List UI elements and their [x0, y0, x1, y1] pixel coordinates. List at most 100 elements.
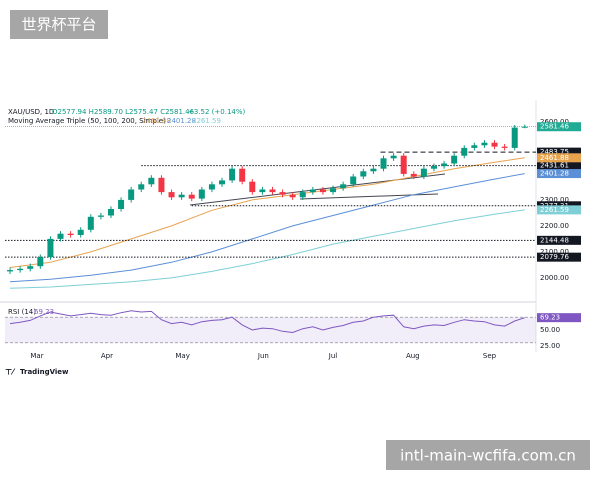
ma-tag-box — [537, 153, 581, 163]
footer-watermark-box — [386, 440, 590, 470]
candle-body — [319, 189, 326, 193]
candle-body — [7, 270, 14, 272]
candle-body — [521, 126, 528, 128]
candle-body — [441, 163, 448, 167]
candle-body — [279, 192, 286, 195]
candle-body — [229, 168, 236, 181]
x-tick-label: Jul — [328, 352, 338, 360]
candle-body — [501, 146, 508, 148]
candle-body — [289, 194, 296, 198]
candle-body — [148, 177, 155, 185]
candle-body — [309, 189, 316, 193]
level-tag: 2144.48 — [540, 236, 569, 244]
rsi-tick-label: 50.00 — [540, 326, 560, 334]
candle-body — [269, 189, 276, 193]
symbol: XAU/USD, 1D — [8, 108, 54, 116]
candle-body — [178, 194, 185, 198]
candle-body — [430, 166, 437, 169]
candle-body — [481, 142, 488, 146]
x-tick-label: Apr — [101, 352, 113, 360]
y-tick-label: 2300.00 — [540, 196, 569, 204]
brand-logo: ⊤⁄ — [5, 368, 15, 377]
candle-body — [511, 127, 518, 148]
candle-body — [451, 155, 458, 164]
y-tick-label: 2000.00 — [540, 274, 569, 282]
rsi-title: RSI (14) — [8, 308, 36, 316]
y-tick-label: 2600.00 — [540, 118, 569, 126]
candle-body — [188, 194, 195, 199]
y-tick-label: 2200.00 — [540, 222, 569, 230]
candle-body — [299, 192, 306, 198]
candle-body — [340, 184, 347, 189]
ma-tag: 2261.59 — [540, 206, 569, 214]
candle-body — [410, 173, 417, 177]
level-tag-box — [537, 161, 581, 171]
candle-body — [239, 168, 246, 182]
rsi-line — [9, 310, 525, 334]
candle-body — [390, 155, 397, 159]
candle-body — [461, 147, 468, 156]
candle-body — [471, 145, 478, 148]
indicator: Moving Average Triple (50, 100, 200, Sim… — [8, 117, 166, 125]
last-price-tag: 2581.46 — [540, 123, 569, 131]
trendline — [189, 173, 446, 206]
ma-tag: 2401.28 — [540, 170, 569, 178]
candle-body — [158, 177, 165, 193]
x-tick-label: Jun — [257, 352, 269, 360]
y-tick-label: 2100.00 — [540, 248, 569, 256]
candle-body — [259, 189, 266, 193]
candle-body — [118, 199, 125, 209]
candle-body — [87, 216, 94, 230]
ma-value: 2461.88 — [142, 117, 171, 125]
x-tick-label: Sep — [483, 352, 497, 360]
candle-body — [27, 266, 34, 269]
candle-body — [198, 189, 205, 199]
candle-body — [17, 268, 24, 271]
rsi-tag: 69.23 — [540, 314, 560, 322]
x-tick-label: Mar — [30, 352, 43, 360]
level-tag: 2079.76 — [540, 253, 569, 261]
rsi-band — [5, 317, 536, 343]
candle-body — [67, 233, 74, 235]
change: +3.52 (+0.14%) — [188, 108, 246, 116]
moving-average — [9, 157, 525, 268]
candle-body — [168, 192, 175, 198]
ma-value: 2261.59 — [192, 117, 221, 125]
candle-body — [208, 184, 215, 190]
ohlc: O2577.94 H2589.70 L2575.47 C2581.46 — [52, 108, 195, 116]
candle-body — [57, 233, 64, 239]
candle-body — [420, 168, 427, 177]
candle-body — [330, 188, 337, 193]
level-tag: 2483.75 — [540, 148, 569, 156]
candle-body — [380, 158, 387, 169]
ma-tag: 2461.88 — [540, 154, 569, 162]
level-tag-box — [537, 147, 581, 157]
watermark-box — [10, 10, 108, 39]
ma-tag-box — [537, 205, 581, 215]
candle-body — [138, 184, 145, 190]
candle-body — [97, 215, 104, 217]
candle-body — [249, 181, 256, 193]
last-price-tag-box — [537, 122, 581, 132]
level-tag: 2431.61 — [540, 162, 569, 170]
candle-body — [360, 171, 367, 177]
brand: TradingView — [20, 368, 69, 376]
level-tag-box — [537, 235, 581, 245]
rsi-value: 69.23 — [34, 308, 54, 316]
candle-body — [128, 189, 135, 200]
candle-body — [491, 142, 498, 147]
watermark: 世界杯平台 — [21, 16, 96, 34]
candle-body — [370, 168, 377, 172]
moving-average — [9, 209, 525, 289]
x-tick-label: Aug — [406, 352, 420, 360]
moving-average — [9, 173, 525, 283]
rsi-tick-label: 25.00 — [540, 342, 560, 350]
ma-tag-box — [537, 169, 581, 179]
candle-body — [37, 257, 44, 267]
candle-body — [107, 209, 114, 216]
footer-watermark: intl-main-wcfifa.com.cn — [400, 447, 576, 465]
level-tag-box — [537, 252, 581, 262]
trendline — [299, 193, 439, 200]
candle-body — [350, 176, 357, 185]
